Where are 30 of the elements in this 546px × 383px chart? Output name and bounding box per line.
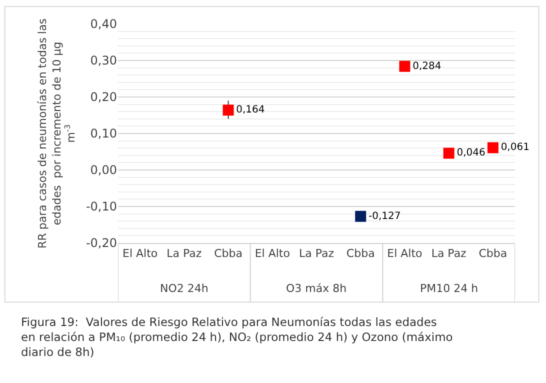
data-label: 0,046	[456, 148, 486, 159]
data-label: 0,284	[412, 60, 442, 72]
point	[487, 142, 498, 154]
text: O3 máx 8h	[286, 282, 347, 295]
y-tick-label: 0,30	[90, 54, 117, 68]
text: NO2 24h	[160, 282, 208, 295]
x-tick-label: La Paz	[431, 247, 467, 260]
x-tick-label: Cbba	[478, 247, 508, 260]
point	[399, 60, 410, 72]
text: Figura 19: Valores de Riesgo Relativo para Neumonías todas las edades en relación a PM₁₀ (promedio 24 h), NO₂ (promedio 24 h) y Ozono (máximo diario de 8h)	[21, 315, 453, 359]
x-tick-label: Cbba	[214, 247, 242, 260]
data-label: -0,127	[368, 210, 401, 222]
y-tick-label: -0,10	[86, 200, 117, 214]
x-tick-label: El Alto	[122, 247, 158, 260]
y-tick-label: 0,20	[90, 90, 117, 104]
point	[355, 210, 366, 222]
y-tick-label: -0,20	[86, 236, 117, 250]
y-tick-label: 0,10	[90, 126, 117, 141]
point	[443, 148, 454, 159]
x-tick-label: Cbba	[346, 247, 375, 260]
x-tick-label: La Paz	[298, 247, 334, 260]
text: PM10 24 h	[420, 282, 478, 295]
data-label: 0,164	[236, 104, 265, 116]
y-tick-label: 0,40	[90, 17, 117, 32]
x-tick-label: El Alto	[387, 247, 423, 260]
point	[222, 104, 234, 116]
y-tick-label: 0,00	[90, 163, 117, 178]
x-tick-label: La Paz	[166, 247, 202, 260]
data-label: 0,061	[500, 142, 530, 154]
x-tick-label: El Alto	[254, 247, 290, 260]
